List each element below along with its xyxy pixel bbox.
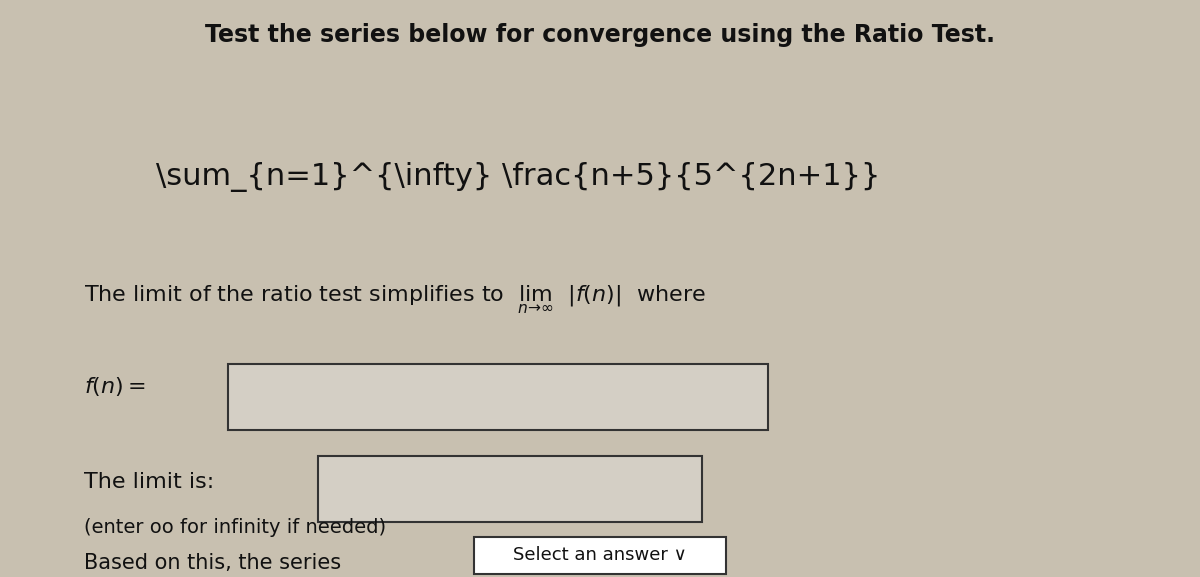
Text: The limit of the ratio test simplifies to  $\lim_{n \to \infty}$  $|f(n)|$  wher: The limit of the ratio test simplifies t… (84, 284, 706, 316)
Text: Based on this, the series: Based on this, the series (84, 553, 341, 572)
Text: $f(n) =$: $f(n) =$ (84, 375, 146, 398)
Text: (enter oo for infinity if needed): (enter oo for infinity if needed) (84, 519, 386, 537)
Text: \sum_{n=1}^{\infty} \frac{n+5}{5^{2n+1}}: \sum_{n=1}^{\infty} \frac{n+5}{5^{2n+1}} (156, 162, 881, 192)
FancyBboxPatch shape (474, 537, 726, 574)
Text: The limit is:: The limit is: (84, 472, 215, 492)
FancyBboxPatch shape (318, 456, 702, 522)
FancyBboxPatch shape (228, 364, 768, 430)
Text: Test the series below for convergence using the Ratio Test.: Test the series below for convergence us… (205, 23, 995, 47)
Text: Select an answer ∨: Select an answer ∨ (514, 546, 686, 564)
